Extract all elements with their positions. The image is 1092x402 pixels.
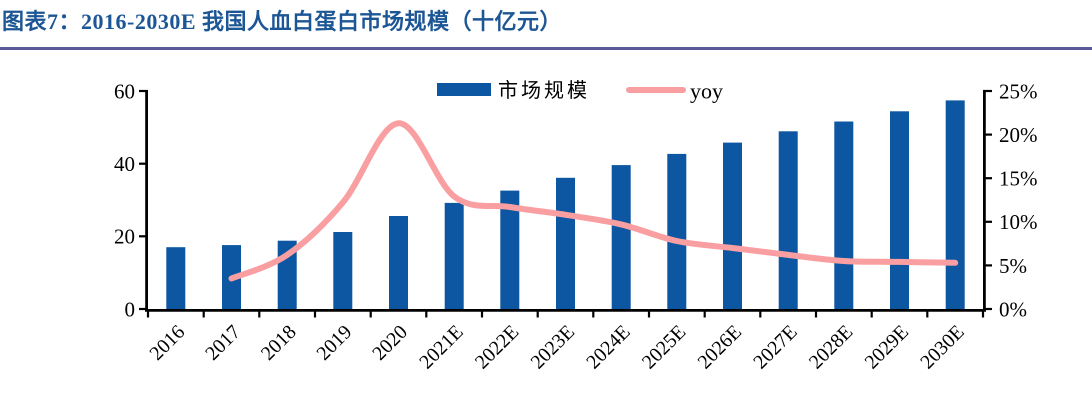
right-axis-label: 10%: [999, 210, 1038, 234]
bar-2025E: [667, 153, 687, 309]
axes: 0 20 40 60 0% 5% 10% 15% 20% 25%: [114, 79, 1038, 321]
bar-2019: [333, 232, 353, 309]
legend-line-label: yoy: [690, 79, 723, 104]
left-axis-label: 20: [114, 225, 135, 249]
chart-legend: 市场规模 yoy: [437, 79, 723, 104]
bar-2016: [166, 247, 186, 309]
right-axis-label: 25%: [999, 79, 1038, 103]
x-label-2029E: 2029E: [861, 321, 913, 373]
left-axis-label: 40: [114, 152, 135, 176]
bar-2030E: [945, 100, 965, 310]
x-axis-labels: 2016 2017 2018 2019 2020 2021E 2022E 2023E 2024E…: [145, 321, 968, 373]
legend-bar-swatch: [437, 83, 491, 96]
legend-bar-label: 市场规模: [498, 79, 590, 102]
left-axis-label: 0: [125, 297, 136, 321]
right-axis-label: 20%: [999, 123, 1038, 147]
bar-2029E: [890, 111, 909, 309]
bar-2026E: [723, 142, 742, 309]
x-label-2019: 2019: [312, 321, 356, 365]
x-label-2017: 2017: [201, 321, 245, 365]
bar-2021E: [444, 202, 464, 309]
title-divider: [0, 47, 1092, 50]
x-label-2025E: 2025E: [638, 321, 690, 373]
x-label-2016: 2016: [145, 321, 189, 365]
right-axis-label: 15%: [999, 167, 1038, 191]
bar-series: [166, 100, 965, 310]
x-label-2030E: 2030E: [916, 321, 968, 373]
x-label-2020: 2020: [368, 321, 412, 365]
figure-title: 图表7：2016-2030E 我国人血白蛋白市场规模（十亿元）: [2, 9, 563, 34]
bar-2027E: [778, 131, 798, 309]
bar-2020: [389, 216, 408, 309]
x-label-2018: 2018: [257, 321, 301, 365]
x-label-2027E: 2027E: [749, 321, 801, 373]
bar-2028E: [834, 121, 854, 309]
right-axis-label: 0%: [999, 297, 1027, 321]
x-label-2028E: 2028E: [805, 321, 857, 373]
bar-2024E: [611, 165, 631, 309]
bar-2022E: [500, 190, 520, 309]
bar-2023E: [556, 177, 575, 309]
x-label-2026E: 2026E: [694, 321, 746, 373]
yoy-line: [228, 120, 959, 282]
x-label-2021E: 2021E: [415, 321, 467, 373]
x-label-2022E: 2022E: [471, 321, 523, 373]
left-axis-label: 60: [114, 79, 135, 103]
x-label-2023E: 2023E: [527, 321, 579, 373]
right-axis-label: 5%: [999, 254, 1027, 278]
x-label-2024E: 2024E: [582, 321, 634, 373]
